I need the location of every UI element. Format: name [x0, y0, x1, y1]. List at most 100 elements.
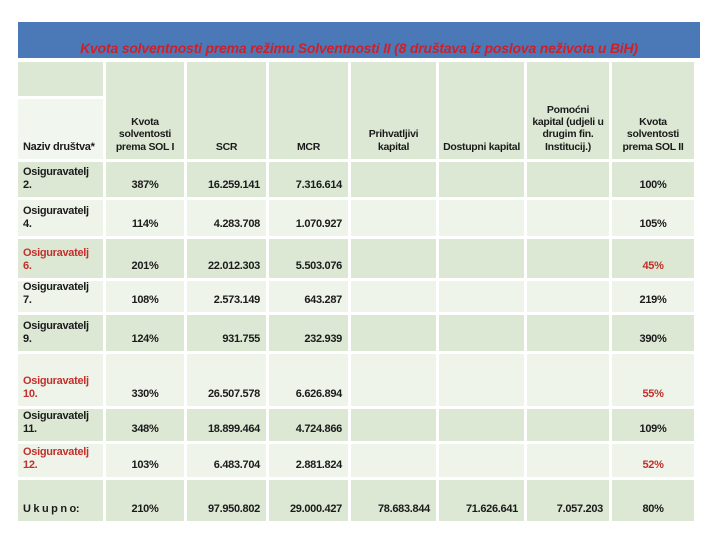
sol1-quota-cell: 114% [106, 200, 184, 236]
ancillary-capital-cell: 7.057.203 [527, 480, 609, 521]
ancillary-capital-cell [527, 409, 609, 441]
header-prihvatljivi: Prihvatljivi kapital [351, 62, 436, 159]
scr-value-cell-text: 2.573.149 [213, 294, 261, 307]
header-prihvatljivi-text: Prihvatljivi kapital [368, 128, 419, 153]
header-sol2-text: Kvota solventosti prema SOL II [622, 115, 684, 153]
mcr-value-cell-text: 2.881.824 [295, 459, 343, 472]
company-name-cell: Osiguravatelj 2. [18, 162, 103, 197]
mcr-value-cell: 643.287 [269, 281, 348, 312]
available-capital-cell [439, 162, 524, 197]
sol1-quota-cell-text: 348% [131, 423, 159, 436]
eligible-capital-cell [351, 444, 436, 477]
sol1-quota-cell-text: 330% [131, 388, 159, 401]
sol1-quota-cell: 330% [106, 354, 184, 406]
sol2-quota-cell: 52% [612, 444, 694, 477]
header-dostupni-text: Dostupni kapital [443, 140, 520, 153]
scr-value-cell-text: 6.483.704 [213, 459, 261, 472]
sol2-quota-cell-text: 55% [642, 388, 664, 401]
company-name-cell-text: Osiguravatelj 10. [23, 375, 89, 401]
mcr-value-cell: 6.626.894 [269, 354, 348, 406]
scr-value-cell: 931.755 [187, 315, 266, 351]
sol1-quota-cell: 201% [106, 239, 184, 278]
sol2-quota-cell-text: 80% [642, 503, 664, 516]
header-pomocni-text: Pomoćni kapital (udjeli u drugim fin. In… [532, 103, 604, 153]
mcr-value-cell-text: 5.503.076 [295, 260, 343, 273]
mcr-value-cell: 7.316.614 [269, 162, 348, 197]
sol1-quota-cell: 387% [106, 162, 184, 197]
ancillary-capital-cell-text: 7.057.203 [556, 503, 604, 516]
sol1-quota-cell-text: 124% [131, 333, 159, 346]
company-name-cell: Osiguravatelj 4. [18, 200, 103, 236]
mcr-value-cell-text: 643.287 [304, 294, 342, 307]
company-name-cell-text: Osiguravatelj 9. [23, 320, 89, 346]
eligible-capital-cell [351, 409, 436, 441]
available-capital-cell [439, 354, 524, 406]
scr-value-cell: 2.573.149 [187, 281, 266, 312]
sol1-quota-cell-text: 387% [131, 179, 159, 192]
header-scr: SCR [187, 62, 266, 159]
mcr-value-cell-text: 1.070.927 [295, 218, 343, 231]
available-capital-cell [439, 200, 524, 236]
eligible-capital-cell [351, 200, 436, 236]
company-name-cell-text: U k u p n o: [23, 503, 80, 516]
company-name-cell: Osiguravatelj 9. [18, 315, 103, 351]
ancillary-capital-cell [527, 162, 609, 197]
company-name-cell: Osiguravatelj 6. [18, 239, 103, 278]
scr-value-cell: 26.507.578 [187, 354, 266, 406]
sol1-quota-cell-text: 114% [131, 218, 159, 231]
company-name-cell-text: Osiguravatelj 4. [23, 205, 89, 231]
company-name-cell: Osiguravatelj 12. [18, 444, 103, 477]
header-mcr: MCR [269, 62, 348, 159]
header-company-name-text: Naziv društva* [23, 141, 95, 154]
mcr-value-cell-text: 232.939 [304, 333, 342, 346]
scr-value-cell-text: 931.755 [222, 333, 260, 346]
scr-value-cell-text: 18.899.464 [207, 423, 260, 436]
ancillary-capital-cell [527, 444, 609, 477]
company-name-cell-text: Osiguravatelj 7. [23, 281, 89, 307]
scr-value-cell-text: 16.259.141 [207, 179, 260, 192]
sol1-quota-cell: 210% [106, 480, 184, 521]
sol2-quota-cell-text: 100% [639, 179, 667, 192]
company-name-cell-text: Osiguravatelj 6. [23, 247, 89, 273]
sol2-quota-cell: 105% [612, 200, 694, 236]
header-mcr-text: MCR [296, 140, 320, 153]
sol2-quota-cell: 219% [612, 281, 694, 312]
available-capital-cell [439, 281, 524, 312]
ancillary-capital-cell [527, 281, 609, 312]
company-name-cell: U k u p n o: [18, 480, 103, 521]
solvency-table: Naziv društva* Kvota solventosti prema SO… [18, 62, 700, 521]
header-sol2: Kvota solventosti prema SOL II [612, 62, 694, 159]
scr-value-cell: 16.259.141 [187, 162, 266, 197]
sol2-quota-cell: 45% [612, 239, 694, 278]
ancillary-capital-cell [527, 315, 609, 351]
eligible-capital-cell [351, 162, 436, 197]
ancillary-capital-cell [527, 200, 609, 236]
available-capital-cell [439, 239, 524, 278]
available-capital-cell [439, 444, 524, 477]
sol2-quota-cell-text: 390% [639, 333, 667, 346]
eligible-capital-cell: 78.683.844 [351, 480, 436, 521]
scr-value-cell-text: 26.507.578 [207, 388, 260, 401]
sol1-quota-cell: 124% [106, 315, 184, 351]
scr-value-cell-text: 4.283.708 [213, 218, 261, 231]
sol2-quota-cell: 80% [612, 480, 694, 521]
header-sol1: Kvota solventosti prema SOL I [106, 62, 184, 159]
mcr-value-cell: 232.939 [269, 315, 348, 351]
sol1-quota-cell-text: 103% [131, 459, 159, 472]
eligible-capital-cell [351, 315, 436, 351]
sol1-quota-cell-text: 108% [131, 294, 159, 307]
eligible-capital-cell-text: 78.683.844 [377, 503, 430, 516]
sol1-quota-cell: 348% [106, 409, 184, 441]
company-name-cell-text: Osiguravatelj 2. [23, 166, 89, 192]
sol2-quota-cell: 390% [612, 315, 694, 351]
sol2-quota-cell: 55% [612, 354, 694, 406]
scr-value-cell: 97.950.802 [187, 480, 266, 521]
header-scr-text: SCR [215, 140, 238, 153]
mcr-value-cell: 2.881.824 [269, 444, 348, 477]
eligible-capital-cell [351, 239, 436, 278]
sol2-quota-cell-text: 109% [639, 423, 667, 436]
available-capital-cell: 71.626.641 [439, 480, 524, 521]
company-name-cell-text: Osiguravatelj 11. [23, 410, 89, 436]
scr-value-cell: 18.899.464 [187, 409, 266, 441]
sol2-quota-cell: 109% [612, 409, 694, 441]
